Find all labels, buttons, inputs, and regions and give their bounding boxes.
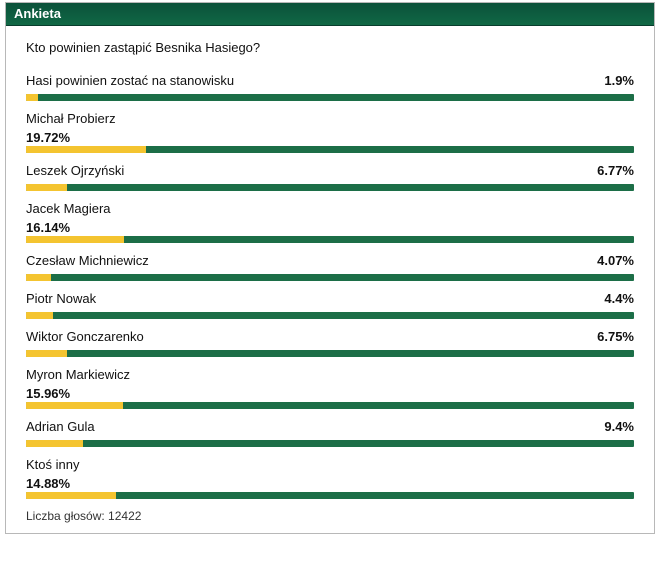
poll-option-percent: 16.14% bbox=[26, 220, 634, 235]
poll-bar-fill bbox=[26, 312, 53, 319]
poll-bar-fill bbox=[26, 440, 83, 447]
poll-option-name: Adrian Gula bbox=[26, 419, 95, 434]
poll-option-label-row: Czesław Michniewicz 4.07% bbox=[26, 253, 634, 268]
poll-option-label-row: Michał Probierz bbox=[26, 111, 634, 126]
poll-option: Jacek Magiera 16.14% bbox=[26, 201, 634, 243]
poll-widget: Ankieta Kto powinien zastąpić Besnika Ha… bbox=[5, 2, 655, 534]
poll-option-label-row: Adrian Gula 9.4% bbox=[26, 419, 634, 434]
poll-header: Ankieta bbox=[6, 3, 654, 26]
poll-option-percent: 1.9% bbox=[604, 73, 634, 88]
poll-option-name: Leszek Ojrzyński bbox=[26, 163, 124, 178]
poll-option-label-row: Leszek Ojrzyński 6.77% bbox=[26, 163, 634, 178]
poll-content: Kto powinien zastąpić Besnika Hasiego? H… bbox=[6, 26, 654, 533]
poll-bar-track bbox=[26, 440, 634, 447]
poll-option-percent: 15.96% bbox=[26, 386, 634, 401]
poll-option-name: Ktoś inny bbox=[26, 457, 79, 472]
poll-option: Michał Probierz 19.72% bbox=[26, 111, 634, 153]
poll-option-percent: 6.75% bbox=[597, 329, 634, 344]
poll-option-label-row: Piotr Nowak 4.4% bbox=[26, 291, 634, 306]
poll-option-percent: 4.4% bbox=[604, 291, 634, 306]
poll-bar-track bbox=[26, 146, 634, 153]
poll-option-label-row: Myron Markiewicz bbox=[26, 367, 634, 382]
poll-option: Ktoś inny 14.88% bbox=[26, 457, 634, 499]
poll-bar-track bbox=[26, 492, 634, 499]
poll-option-percent: 19.72% bbox=[26, 130, 634, 145]
poll-option-percent: 14.88% bbox=[26, 476, 634, 491]
poll-option: Piotr Nowak 4.4% bbox=[26, 291, 634, 319]
poll-option-label-row: Ktoś inny bbox=[26, 457, 634, 472]
poll-bar-fill bbox=[26, 236, 124, 243]
poll-option-label-row: Hasi powinien zostać na stanowisku 1.9% bbox=[26, 73, 634, 88]
poll-option: Leszek Ojrzyński 6.77% bbox=[26, 163, 634, 191]
poll-option: Adrian Gula 9.4% bbox=[26, 419, 634, 447]
poll-option-name: Czesław Michniewicz bbox=[26, 253, 149, 268]
poll-votes-count: Liczba głosów: 12422 bbox=[26, 509, 634, 523]
poll-bar-fill bbox=[26, 402, 123, 409]
poll-bar-fill bbox=[26, 146, 146, 153]
poll-question: Kto powinien zastąpić Besnika Hasiego? bbox=[26, 40, 634, 55]
poll-option-percent: 6.77% bbox=[597, 163, 634, 178]
poll-option-label-row: Jacek Magiera bbox=[26, 201, 634, 216]
poll-bar-fill bbox=[26, 274, 51, 281]
poll-bar-track bbox=[26, 184, 634, 191]
poll-bar-track bbox=[26, 94, 634, 101]
poll-option-name: Myron Markiewicz bbox=[26, 367, 130, 382]
poll-option-label-row: Wiktor Gonczarenko 6.75% bbox=[26, 329, 634, 344]
poll-option-name: Hasi powinien zostać na stanowisku bbox=[26, 73, 234, 88]
poll-bar-track bbox=[26, 236, 634, 243]
poll-option: Hasi powinien zostać na stanowisku 1.9% bbox=[26, 73, 634, 101]
poll-bar-fill bbox=[26, 184, 67, 191]
poll-bar-track bbox=[26, 350, 634, 357]
poll-bar-fill bbox=[26, 94, 38, 101]
poll-option-name: Michał Probierz bbox=[26, 111, 116, 126]
poll-option-percent: 9.4% bbox=[604, 419, 634, 434]
poll-option: Wiktor Gonczarenko 6.75% bbox=[26, 329, 634, 357]
poll-option-percent: 4.07% bbox=[597, 253, 634, 268]
poll-bar-fill bbox=[26, 350, 67, 357]
poll-option-name: Wiktor Gonczarenko bbox=[26, 329, 144, 344]
poll-option-name: Jacek Magiera bbox=[26, 201, 111, 216]
poll-option-name: Piotr Nowak bbox=[26, 291, 96, 306]
poll-option: Czesław Michniewicz 4.07% bbox=[26, 253, 634, 281]
poll-bar-fill bbox=[26, 492, 116, 499]
poll-bar-track bbox=[26, 312, 634, 319]
poll-option: Myron Markiewicz 15.96% bbox=[26, 367, 634, 409]
poll-bar-track bbox=[26, 402, 634, 409]
poll-options-list: Hasi powinien zostać na stanowisku 1.9% Mi… bbox=[26, 73, 634, 499]
poll-bar-track bbox=[26, 274, 634, 281]
